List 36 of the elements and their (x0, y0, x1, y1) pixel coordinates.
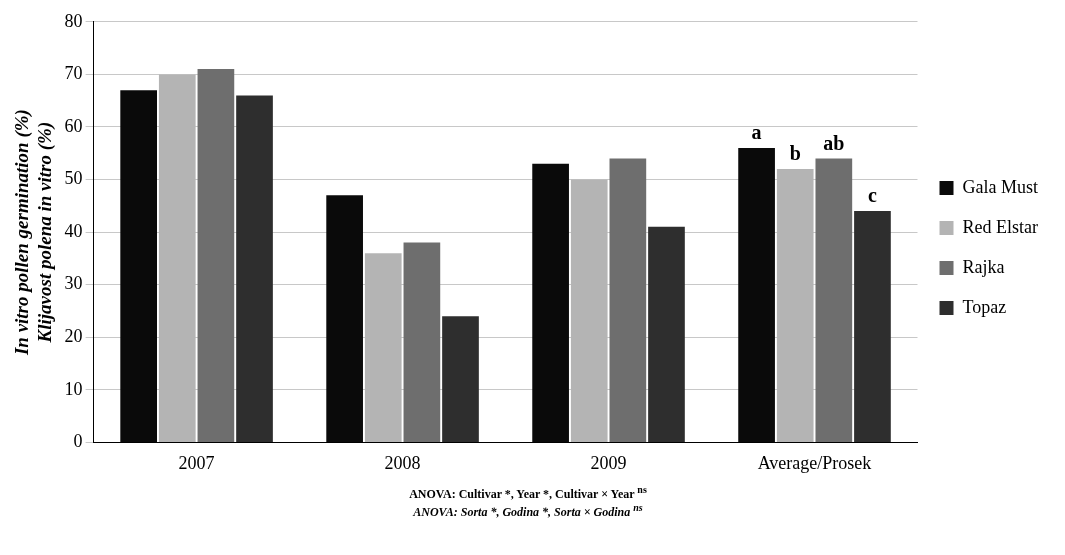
bar (364, 253, 402, 442)
bar (197, 69, 235, 442)
y-tick-label: 40 (64, 220, 83, 241)
data-label: b (789, 142, 801, 165)
legend-label: Red Elstar (962, 216, 1038, 237)
y-tick-label: 20 (64, 325, 83, 346)
y-tick-label: 60 (64, 115, 83, 136)
bar (403, 242, 441, 442)
bar (854, 211, 891, 442)
data-label: ab (823, 131, 845, 154)
bar (570, 179, 608, 442)
x-tick-label: 2008 (384, 452, 421, 473)
y-tick-label: 0 (73, 431, 83, 452)
bar (648, 226, 685, 442)
y-tick-label: 30 (64, 273, 83, 294)
text: ANOVA: Sorta *, Godina *, Sorta × Godina $^{ns}$ (411, 502, 644, 520)
legend-label: Topaz (962, 296, 1007, 317)
bar (236, 95, 273, 442)
y-axis-title: In vitro pollen germination (%) Klijavost polena in vitro (%) (11, 109, 57, 357)
x-tick-label: 2007 (178, 452, 215, 473)
y-tick-label: 50 (64, 168, 83, 189)
bar (609, 158, 647, 442)
bar (776, 169, 814, 442)
data-label: a (751, 121, 762, 144)
bar (815, 158, 853, 442)
y-tick-label: 80 (64, 10, 83, 31)
x-tick-label: Average/Prosek (757, 452, 872, 473)
legend-label: Gala Must (962, 176, 1039, 197)
legend-label: Rajka (962, 256, 1005, 277)
bar (442, 316, 479, 442)
x-tick-label: 2009 (590, 452, 627, 473)
bar (158, 74, 196, 442)
y-tick-label: 10 (64, 378, 83, 399)
y-tick-label: 70 (64, 63, 83, 84)
text: ANOVA: Cultivar *, Year *, Cultivar × Year $^{ns}$ (408, 484, 648, 502)
data-label: c (868, 184, 878, 207)
